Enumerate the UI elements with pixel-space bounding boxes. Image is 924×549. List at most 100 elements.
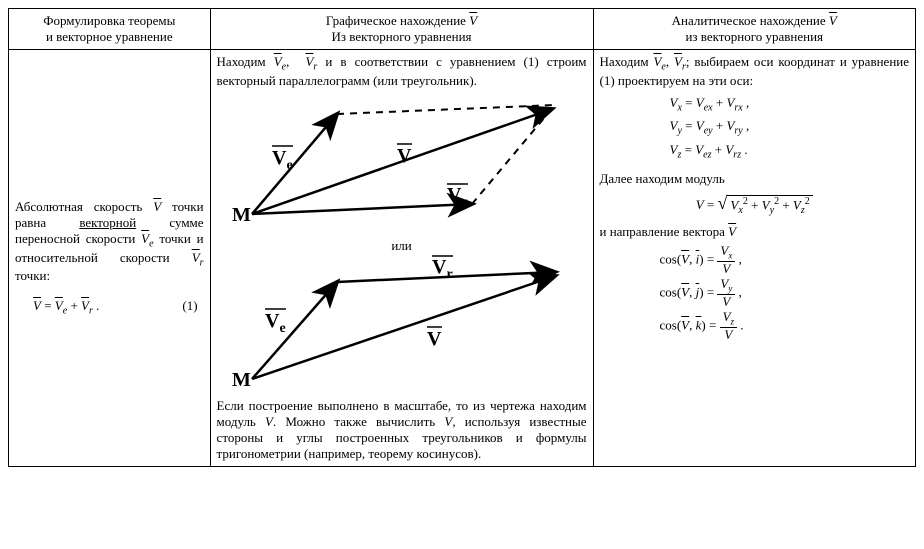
diag2-V: V	[427, 328, 442, 350]
c3-comma: ,	[666, 54, 674, 69]
vx-plus: +	[713, 95, 727, 110]
h1-line2: и векторное уравнение	[46, 29, 173, 44]
cj-end: ,	[735, 284, 742, 299]
cj-den: V	[717, 295, 735, 309]
col2-body: Находим Ve, Vr и в соответствии с уравне…	[210, 50, 593, 467]
direction-cosines: cos(V, i) = VxV , cos(V, j) = VyV , cos(…	[660, 244, 910, 342]
parallelogram-diagram: M Ve V Vr	[217, 89, 577, 234]
vey-s: ey	[704, 126, 713, 137]
vz-eq: =	[681, 142, 695, 157]
ck-frac: VzV	[720, 310, 737, 343]
mp2: +	[779, 197, 793, 212]
vex-v: V	[696, 95, 704, 110]
cos-k: cos(V, k) = VzV .	[660, 310, 910, 343]
c3-p3v: V	[728, 224, 736, 239]
vrz-s: rz	[733, 149, 741, 160]
modulus-eq: V = √Vx2 + Vy2 + Vz2	[600, 193, 910, 216]
col1-body: Абсолютная скорость V точки равна вектор…	[9, 50, 211, 467]
cj-v: V	[681, 284, 689, 299]
c2-p2v: V	[265, 414, 273, 429]
c1-ve: V	[141, 231, 149, 246]
ck-den: V	[720, 328, 737, 342]
h3-line1a: Аналитическое нахождение	[672, 13, 829, 28]
header-row: Формулировка теоремы и векторное уравнен…	[9, 9, 916, 50]
c1-a: Абсолютная скорость	[15, 199, 153, 214]
projection-eqs: Vx = Vex + Vrx , Vy = Vey + Vry , Vz = V…	[670, 93, 910, 164]
ci-v: V	[681, 251, 689, 266]
ci-num-x: x	[728, 251, 732, 261]
diag1-M: M	[232, 204, 251, 226]
c2-ve: V	[274, 54, 282, 69]
c1-under: векторной	[79, 215, 136, 230]
c2-a: Находим	[217, 54, 274, 69]
cj-num-y: y	[728, 283, 732, 293]
eq1-dot: .	[93, 298, 100, 313]
eq1-plus: +	[67, 298, 81, 313]
c1-e: точки:	[15, 268, 50, 283]
h2-line1a: Графическое нахождение	[326, 13, 469, 28]
header-col1: Формулировка теоремы и векторное уравнен…	[9, 9, 211, 50]
h3-line2: из векторного уравнения	[685, 29, 823, 44]
body-row: Абсолютная скорость V точки равна вектор…	[9, 50, 916, 467]
eq-vz: Vz = Vez + Vrz .	[670, 140, 910, 164]
header-col3: Аналитическое нахождение V из векторного…	[593, 9, 916, 50]
c3-a: Находим	[600, 54, 654, 69]
vx-eq: =	[682, 95, 696, 110]
theorem-table: Формулировка теоремы и векторное уравнен…	[8, 8, 916, 467]
header-col2: Графическое нахождение V Из векторного у…	[210, 9, 593, 50]
ck-num-v: V	[723, 309, 731, 324]
mod-v: V	[696, 197, 704, 212]
c1-v: V	[153, 199, 161, 214]
mvz: V	[793, 197, 801, 212]
ci-cl: ) =	[699, 251, 717, 266]
vez-v: V	[695, 142, 703, 157]
cj-cos: cos(	[660, 284, 682, 299]
c1-vr-sub: r	[200, 257, 204, 268]
vy-eq: =	[682, 118, 696, 133]
col2-or: или	[217, 238, 587, 254]
eq1-body: V = Ve + Vr .	[33, 298, 99, 317]
ck-end: .	[737, 317, 744, 332]
col2-p1: Находим Ve, Vr и в соответствии с уравне…	[217, 54, 587, 89]
ck-v: V	[681, 317, 689, 332]
h1-line1: Формулировка теоремы	[43, 13, 175, 28]
eq1-ve: V	[55, 298, 63, 313]
c3-p3a: и направление вектора	[600, 224, 729, 239]
h2-v: V	[469, 13, 477, 28]
mod-eq: =	[704, 197, 718, 212]
ci-end: ,	[735, 251, 742, 266]
mod-body: Vx2 + Vy2 + Vz2	[727, 195, 812, 216]
cos-j: cos(V, j) = VyV ,	[660, 277, 910, 310]
vx-c: ,	[743, 95, 750, 110]
col2-p2: Если построение выполнено в масштабе, то…	[217, 398, 587, 462]
col1-eq1: V = Ve + Vr . (1)	[15, 298, 204, 317]
col3-p1: Находим Ve, Vr; выбираем оси координат и…	[600, 54, 910, 89]
cj-frac: VyV	[717, 277, 735, 310]
vy-c: ,	[743, 118, 750, 133]
mvy: V	[762, 197, 770, 212]
eq-vy: Vy = Vey + Vry ,	[670, 116, 910, 140]
vex-s: ex	[704, 102, 713, 113]
col3-body: Находим Ve, Vr; выбираем оси координат и…	[593, 50, 916, 467]
col1-text: Абсолютная скорость V точки равна вектор…	[15, 199, 204, 284]
c2-p2b: . Можно также вычислить	[273, 414, 444, 429]
ci-frac: VxV	[717, 244, 735, 277]
col3-p3: и направление вектора V	[600, 224, 910, 240]
mod-root: √	[718, 193, 728, 213]
eq1-num: (1)	[182, 298, 197, 317]
h2-line2: Из векторного уравнения	[332, 29, 472, 44]
vry-s: ry	[734, 126, 742, 137]
eq1-v: V	[33, 298, 41, 313]
vey-v: V	[696, 118, 704, 133]
diag2-Ve: Ve	[265, 310, 286, 336]
triangle-diagram: M Ve Vr V	[217, 254, 577, 394]
ci-den: V	[717, 262, 735, 276]
vz-plus: +	[712, 142, 726, 157]
ck-cos: cos(	[660, 317, 682, 332]
vy-plus: +	[713, 118, 727, 133]
eq1-eq: =	[41, 298, 55, 313]
mvz-2: 2	[805, 196, 810, 207]
vz-d: .	[741, 142, 748, 157]
ci-cos: cos(	[660, 251, 682, 266]
ck-num-z: z	[731, 316, 735, 326]
